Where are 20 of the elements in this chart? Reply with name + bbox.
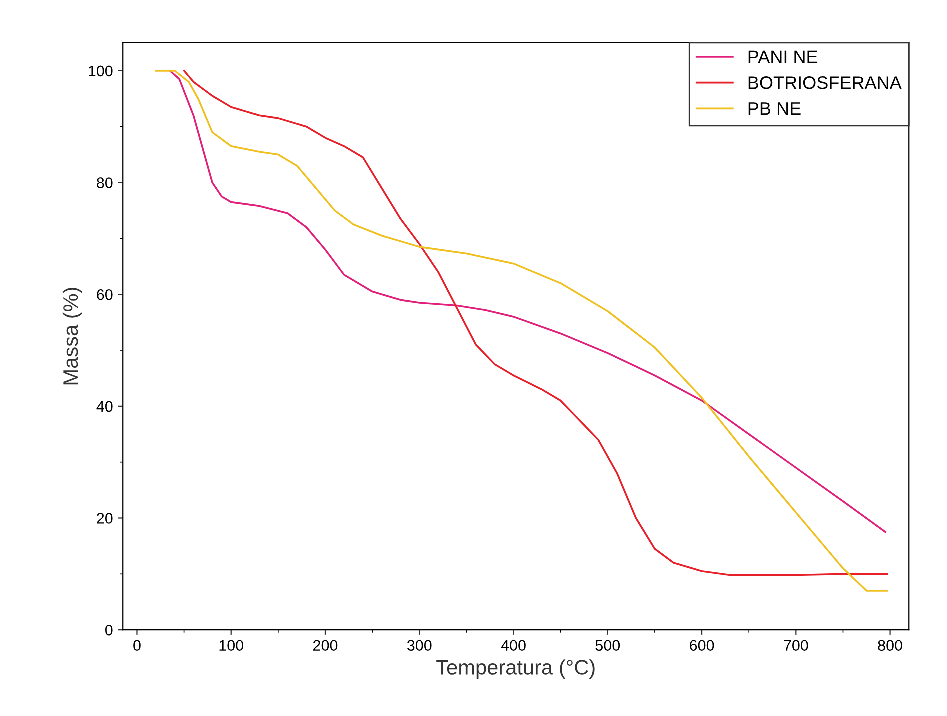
y-tick-label: 40 xyxy=(96,401,113,412)
legend-label: PANI NE xyxy=(748,50,818,64)
y-tick-label: 60 xyxy=(97,289,113,300)
y-tick-label: 80 xyxy=(97,178,113,188)
x-tick-label: 100 xyxy=(220,640,244,652)
x-tick-label: 200 xyxy=(314,640,338,652)
x-tick-label: 400 xyxy=(501,640,526,652)
x-tick-label: 600 xyxy=(690,640,714,652)
y-tick-label: 100 xyxy=(89,66,113,77)
y-axis-title: Massa (%) xyxy=(62,288,82,385)
y-tick-label: 0 xyxy=(105,624,113,636)
x-tick-label: 500 xyxy=(596,640,620,652)
x-tick-label: 0 xyxy=(134,640,141,652)
legend-label: PB NE xyxy=(748,102,801,115)
x-tick-label: 800 xyxy=(878,640,902,652)
legend-label: BOTRIOSFERANA xyxy=(748,76,902,90)
x-axis-title: Temperatura (°C) xyxy=(436,660,595,680)
y-tick-label: 20 xyxy=(97,513,113,524)
x-tick-label: 300 xyxy=(407,640,432,652)
x-tick-label: 700 xyxy=(784,640,808,652)
